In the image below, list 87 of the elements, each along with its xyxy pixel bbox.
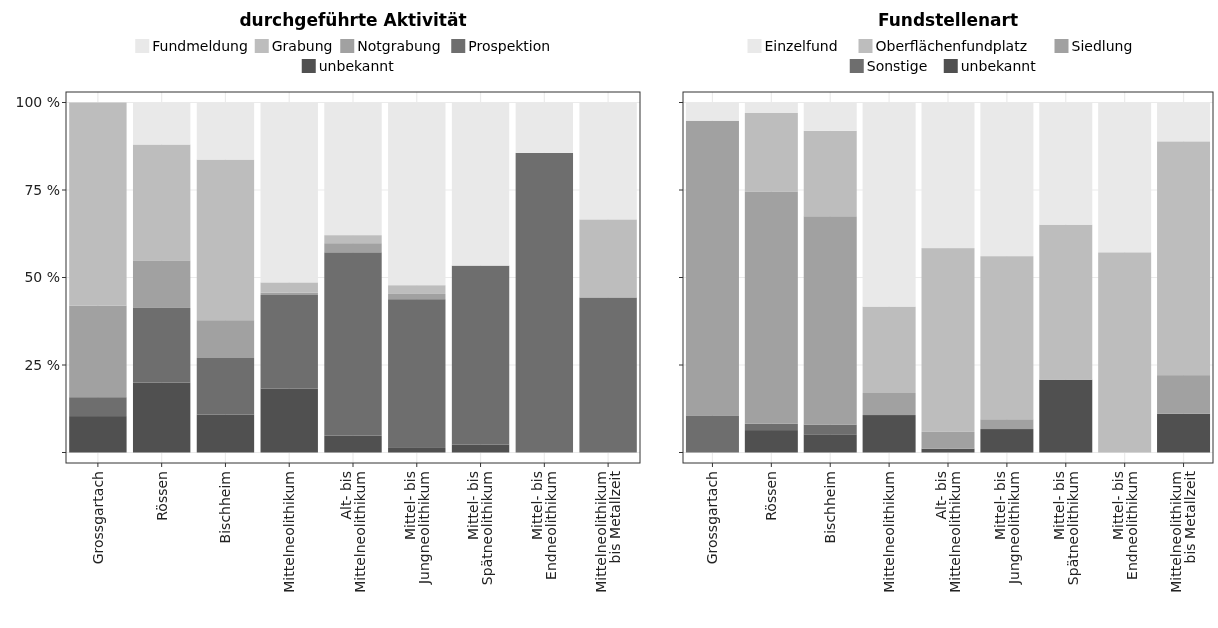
x-tick-label: Alt- bis Mittelneolithikum xyxy=(337,471,368,593)
y-tick-label: 50 % xyxy=(24,269,60,286)
bar xyxy=(1039,224,1093,380)
legend-label: unbekannt xyxy=(318,58,395,74)
bar xyxy=(1098,252,1152,453)
bar xyxy=(324,235,382,244)
x-tick-label: Bischheim xyxy=(217,471,234,544)
y-tick-label: 25 % xyxy=(24,356,60,373)
x-tick-label: Mittel- bis Jungneolithikum xyxy=(401,471,432,586)
bar xyxy=(803,216,857,425)
bar xyxy=(685,120,739,416)
x-tick-label: Mittelneolithikum xyxy=(881,471,898,593)
legend-label: unbekannt xyxy=(960,58,1037,74)
bar xyxy=(744,113,798,192)
bar xyxy=(451,444,510,453)
legend-label: Fundmeldung xyxy=(152,38,248,54)
x-tick-label: Grossgartach xyxy=(704,471,721,565)
bar xyxy=(69,305,127,398)
x-tick-label: Mittelneolithikum xyxy=(281,471,298,593)
x-tick-label: Rössen xyxy=(153,471,170,521)
bar xyxy=(388,293,446,300)
bar xyxy=(921,431,975,449)
bar xyxy=(260,388,318,453)
legend-label: Einzelfund xyxy=(764,38,838,54)
bar xyxy=(921,248,975,432)
y-tick-label: 100 % xyxy=(15,94,60,111)
bar xyxy=(451,265,510,445)
bar xyxy=(132,307,191,383)
x-tick-label: Bischheim xyxy=(822,471,839,544)
bar xyxy=(921,448,975,453)
bar xyxy=(744,423,798,431)
legend-label: Prospektion xyxy=(468,38,551,54)
chart-title: durchgeführte Aktivität xyxy=(239,10,467,30)
bar xyxy=(196,320,255,358)
x-tick-label: Mittelneolithikum bis Metallzeit xyxy=(593,470,624,593)
bar xyxy=(1039,379,1093,453)
x-tick-label: Mittelneolithikum bis Metallzeit xyxy=(1168,470,1199,593)
x-tick-label: Mittel- bis Jungneolithikum xyxy=(991,471,1022,586)
bar xyxy=(685,415,739,453)
x-tick-label: Alt- bis Mittelneolithikum xyxy=(932,471,963,593)
bar xyxy=(324,252,382,436)
x-tick-label: Mittel- bis Endneolithikum xyxy=(529,471,560,580)
bar xyxy=(803,434,857,453)
bar xyxy=(260,295,318,389)
bar xyxy=(388,447,446,453)
legend-label: Oberflächenfundplatz xyxy=(875,38,1027,54)
bar xyxy=(803,424,857,435)
x-tick-label: Grossgartach xyxy=(89,471,106,565)
bar xyxy=(744,191,798,424)
bar xyxy=(980,419,1034,430)
legend-label: Siedlung xyxy=(1071,38,1133,54)
chart-title: Fundstellenart xyxy=(877,10,1019,30)
bar xyxy=(196,414,255,453)
bar xyxy=(862,393,916,416)
x-tick-label: Mittel- bis Spätneolithikum xyxy=(465,471,496,586)
bar xyxy=(132,260,191,308)
bar xyxy=(388,299,446,448)
x-tick-label: Rössen xyxy=(763,471,780,521)
bar xyxy=(324,435,382,453)
legend-label: Sonstige xyxy=(866,58,928,74)
bar xyxy=(1157,141,1211,376)
x-tick-label: Mittel- bis Spätneolithikum xyxy=(1050,471,1081,586)
x-tick-label: Mittel- bis Endneolithikum xyxy=(1109,471,1140,580)
bar xyxy=(1157,375,1211,414)
bar xyxy=(388,285,446,294)
bar xyxy=(324,243,382,253)
bar xyxy=(69,416,127,453)
bar xyxy=(260,282,318,293)
legend-label: Notgrabung xyxy=(357,38,441,54)
bar xyxy=(132,144,191,261)
bar xyxy=(515,152,574,453)
bar xyxy=(132,382,191,453)
bar xyxy=(579,219,637,298)
bar xyxy=(69,102,127,306)
bar xyxy=(69,397,127,417)
y-tick-label: 75 % xyxy=(24,181,60,198)
bar xyxy=(196,159,255,321)
bar xyxy=(980,429,1034,453)
legend-label: Grabung xyxy=(271,38,333,54)
bar xyxy=(803,130,857,217)
bar xyxy=(196,358,255,415)
bar xyxy=(862,306,916,393)
bar xyxy=(579,297,637,453)
bar xyxy=(1157,413,1211,453)
bar xyxy=(862,415,916,453)
bar xyxy=(980,256,1034,420)
bar xyxy=(744,430,798,453)
